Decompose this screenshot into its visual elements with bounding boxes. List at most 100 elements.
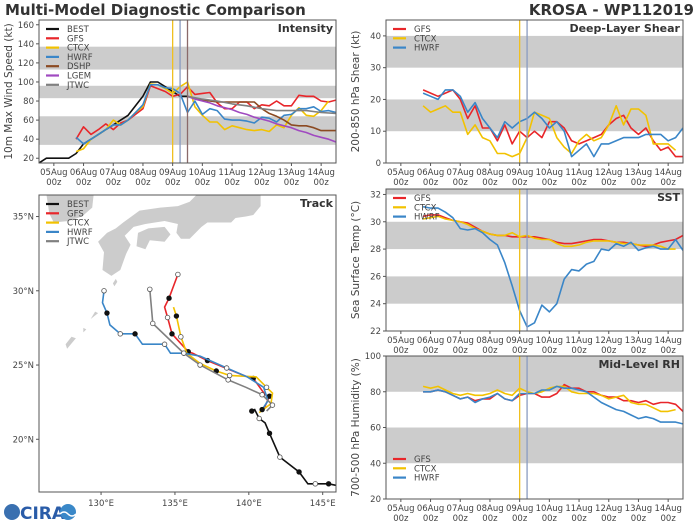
x-tick-label-date: 08Aug (129, 168, 156, 178)
y-tick-label: 60 (23, 116, 34, 126)
x-tick-label-date: 10Aug (189, 168, 216, 178)
track-position-marker (225, 377, 231, 383)
track-position-marker (269, 402, 276, 408)
x-tick-label-date: 14Aug (654, 168, 681, 178)
y-tick-label: 0 (376, 159, 381, 169)
x-tick-label-date: 11Aug (218, 168, 245, 178)
legend-label-hwrf: HWRF (67, 53, 93, 63)
lon-tick-label: 130°E (88, 499, 114, 509)
legend-label-ctcx: CTCX (67, 44, 90, 54)
y-tick-label: 10 (370, 127, 381, 137)
series-line-ctcx (422, 105, 677, 158)
panel-rh: 2040608010005Aug00z06Aug00z07Aug00z08Aug… (350, 352, 684, 524)
shaded-band (386, 189, 683, 195)
track-position-marker (132, 331, 138, 337)
legend-label-jtwc: JTWC (66, 237, 89, 247)
shaded-band (386, 99, 683, 132)
x-tick-label-hour: 00z (482, 514, 498, 524)
x-tick-label-date: 10Aug (536, 504, 563, 514)
x-tick-label-hour: 00z (571, 514, 587, 524)
land-japan (112, 278, 118, 287)
x-tick-label-date: 11Aug (565, 168, 592, 178)
lon-tick-label: 135°E (162, 499, 188, 509)
x-tick-label-date: 06Aug (417, 504, 444, 514)
legend-label-ctcx: CTCX (414, 34, 437, 44)
land-japan (65, 336, 76, 349)
series-line-hwrf (423, 385, 683, 425)
y-tick-label: 24 (370, 300, 381, 310)
x-tick-label-date: 06Aug (417, 336, 444, 346)
x-tick-label-date: 07Aug (447, 168, 474, 178)
shaded-band (386, 35, 683, 68)
storm-id-title: KROSA - WP112019 (529, 1, 694, 19)
x-tick-label-date: 13Aug (625, 168, 652, 178)
x-tick-label-hour: 00z (512, 346, 528, 356)
legend-label-hwrf: HWRF (414, 474, 440, 484)
x-tick-label-hour: 00z (661, 346, 677, 356)
y-tick-label: 26 (370, 272, 381, 282)
panel-track: 130°E 135°E 140°E 145°E 20°N 25°N 30°N 35°N BEST… (13, 194, 337, 509)
y-tick-label: 30 (370, 64, 381, 74)
plot-frame (385, 19, 684, 164)
x-tick-label-hour: 00z (423, 346, 439, 356)
y-tick-label: 60 (370, 424, 381, 434)
y-tick-label: 100 (365, 352, 381, 362)
shaded-band (386, 427, 683, 464)
y-tick-label: 80 (370, 388, 381, 398)
x-tick-label-hour: 00z (542, 514, 558, 524)
x-tick-label-hour: 00z (314, 178, 330, 188)
land-japan (136, 226, 171, 250)
x-tick-label-hour: 00z (631, 346, 647, 356)
x-tick-label-date: 08Aug (476, 336, 503, 346)
shaded-band (386, 356, 683, 392)
y-tick-label: 120 (18, 59, 34, 69)
track-line-gfs (163, 274, 271, 410)
track-position-marker (101, 288, 107, 294)
x-tick-label-date: 11Aug (565, 336, 592, 346)
x-tick-label-date: 12Aug (248, 168, 275, 178)
y-tick-label: 22 (370, 327, 381, 337)
y-axis-label: 200-850 hPa Shear (kt) (350, 31, 362, 153)
x-tick-label-hour: 00z (453, 346, 469, 356)
plot-content (46, 195, 336, 487)
y-tick-label: 30 (370, 218, 381, 228)
track-position-marker (259, 392, 265, 398)
figure-title: Multi-Model Diagnostic Comparison (5, 1, 306, 19)
plot-frame (385, 355, 684, 500)
lat-tick-label: 35°N (13, 213, 34, 223)
plot-area (386, 189, 683, 331)
x-tick-label-date: 05Aug (387, 504, 414, 514)
x-tick-label-date: 11Aug (565, 504, 592, 514)
series-line-ctcx (75, 81, 330, 153)
y-tick-label: 28 (370, 245, 381, 255)
y-tick-label: 20 (370, 95, 381, 105)
series-line-hwrf (422, 205, 683, 328)
x-tick-label-date: 09Aug (506, 168, 533, 178)
land-japan (98, 195, 261, 276)
x-tick-label-hour: 00z (571, 178, 587, 188)
x-tick-label-hour: 00z (601, 178, 617, 188)
track-position-marker (173, 313, 180, 319)
track-position-marker (166, 295, 172, 301)
lon-tick-label: 140°E (236, 499, 262, 509)
lat-tick-label: 20°N (13, 435, 34, 445)
x-tick-label-date: 14Aug (654, 504, 681, 514)
y-axis-label: 700-500 hPa Humidity (%) (350, 358, 362, 497)
y-tick-label: 20 (23, 154, 34, 164)
series-line-hwrf (75, 84, 336, 145)
legend-label-hwrf: HWRF (414, 213, 440, 223)
track-position-marker (277, 454, 283, 460)
plot-area (39, 195, 336, 492)
legend-label-gfs: GFS (414, 25, 431, 35)
y-tick-label: 40 (23, 135, 34, 145)
shaded-band (386, 276, 683, 304)
plot-content (386, 20, 683, 163)
x-tick-label-hour: 00z (453, 178, 469, 188)
legend-label-gfs: GFS (67, 209, 84, 219)
x-tick-label-hour: 00z (135, 178, 151, 188)
plot-content (386, 356, 683, 499)
x-tick-label-date: 10Aug (536, 336, 563, 346)
x-tick-label-date: 12Aug (595, 336, 622, 346)
track-ctcx (172, 306, 274, 414)
panel-title: Mid-Level RH (598, 358, 680, 371)
